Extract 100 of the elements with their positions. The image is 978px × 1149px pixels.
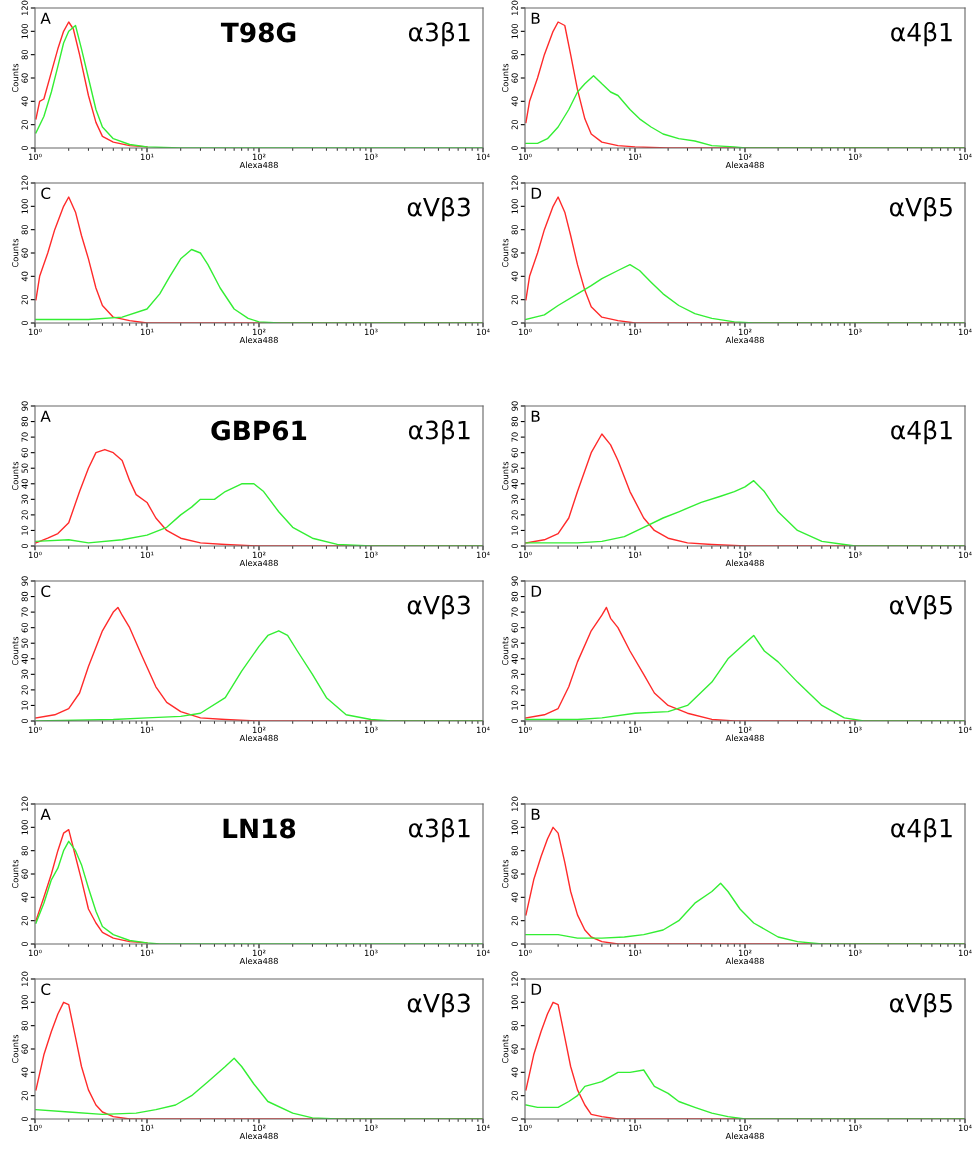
annotation: D bbox=[531, 983, 542, 995]
y-tick-label: 0 bbox=[511, 1116, 518, 1122]
y-tick-label: 10 bbox=[511, 525, 518, 535]
x-tick-label: 10² bbox=[252, 1124, 266, 1132]
y-axis-title: Counts bbox=[502, 63, 509, 93]
y-tick-label: 100 bbox=[21, 819, 28, 835]
y-tick-label: 70 bbox=[511, 432, 518, 442]
y-tick-label: 80 bbox=[511, 416, 518, 427]
x-tick-label: 10⁰ bbox=[518, 551, 532, 559]
x-tick-label: 10³ bbox=[364, 1124, 378, 1132]
x-axis-title: Alexa488 bbox=[725, 957, 764, 965]
y-tick-label: 60 bbox=[511, 622, 518, 633]
annotation: A bbox=[40, 808, 51, 820]
y-tick-label: 20 bbox=[21, 294, 28, 305]
y-tick-label: 70 bbox=[21, 432, 28, 442]
annotation: C bbox=[41, 983, 51, 996]
y-tick-label: 80 bbox=[21, 845, 28, 856]
x-tick-label: 10³ bbox=[848, 551, 862, 559]
x-tick-label: 10⁰ bbox=[518, 153, 532, 161]
y-tick-label: 90 bbox=[511, 576, 518, 586]
x-axis-title: Alexa488 bbox=[239, 336, 278, 344]
annotation: B bbox=[531, 12, 540, 24]
x-tick-label: 10² bbox=[738, 328, 752, 336]
y-tick-label: 40 bbox=[511, 96, 518, 107]
x-axis-title: Alexa488 bbox=[725, 336, 764, 344]
x-tick-label: 10⁰ bbox=[28, 551, 42, 559]
y-tick-label: 0 bbox=[21, 145, 28, 151]
y-tick-label: 10 bbox=[21, 700, 28, 710]
x-tick-label: 10² bbox=[252, 949, 266, 957]
y-tick-label: 60 bbox=[21, 869, 28, 879]
y-axis-title: Counts bbox=[12, 238, 19, 268]
x-tick-label: 10¹ bbox=[628, 328, 642, 336]
y-tick-label: 30 bbox=[21, 669, 28, 679]
annotation: α3β1 bbox=[408, 22, 470, 47]
y-tick-label: 80 bbox=[511, 224, 518, 235]
x-tick-label: 10⁴ bbox=[958, 153, 972, 161]
annotation: C bbox=[41, 585, 51, 598]
x-tick-label: 10³ bbox=[364, 551, 378, 559]
annotation: D bbox=[531, 187, 542, 199]
y-axis-title: Counts bbox=[12, 63, 19, 93]
x-tick-label: 10² bbox=[738, 1124, 752, 1132]
x-axis-title: Alexa488 bbox=[725, 161, 764, 169]
x-tick-label: 10⁴ bbox=[476, 726, 490, 734]
x-tick-label: 10⁰ bbox=[518, 949, 532, 957]
x-tick-label: 10³ bbox=[848, 726, 862, 734]
x-tick-label: 10² bbox=[738, 949, 752, 957]
x-tick-label: 10⁰ bbox=[518, 328, 532, 336]
y-tick-label: 60 bbox=[511, 1044, 518, 1054]
x-tick-label: 10¹ bbox=[628, 949, 642, 957]
y-tick-label: 20 bbox=[511, 1090, 518, 1101]
x-tick-label: 10⁴ bbox=[476, 551, 490, 559]
y-axis-title: Counts bbox=[502, 859, 509, 889]
y-tick-label: 0 bbox=[21, 718, 28, 724]
y-tick-label: 80 bbox=[21, 1020, 28, 1031]
y-tick-label: 20 bbox=[21, 685, 28, 695]
x-tick-label: 10⁰ bbox=[28, 328, 42, 336]
y-tick-label: 120 bbox=[511, 0, 518, 16]
y-tick-label: 0 bbox=[511, 718, 518, 724]
y-tick-label: 40 bbox=[21, 1067, 28, 1078]
y-tick-label: 100 bbox=[511, 819, 518, 835]
y-tick-label: 50 bbox=[511, 638, 518, 648]
y-tick-label: 100 bbox=[21, 23, 28, 39]
y-tick-label: 40 bbox=[21, 271, 28, 282]
x-tick-label: 10² bbox=[738, 153, 752, 161]
x-tick-label: 10² bbox=[738, 551, 752, 559]
y-tick-label: 50 bbox=[21, 463, 28, 473]
x-axis-title: Alexa488 bbox=[725, 734, 764, 742]
y-axis-title: Counts bbox=[12, 636, 19, 666]
y-tick-label: 20 bbox=[21, 1090, 28, 1101]
chart-title: GBP61 bbox=[211, 420, 307, 441]
annotation: α3β1 bbox=[408, 420, 470, 445]
y-tick-label: 40 bbox=[511, 892, 518, 903]
x-tick-label: 10¹ bbox=[140, 551, 154, 559]
y-tick-label: 60 bbox=[511, 447, 518, 458]
y-tick-label: 0 bbox=[21, 543, 28, 549]
annotation: D bbox=[531, 585, 542, 597]
y-tick-label: 100 bbox=[511, 23, 518, 39]
y-tick-label: 10 bbox=[511, 700, 518, 710]
y-tick-label: 20 bbox=[511, 685, 518, 695]
x-tick-label: 10⁴ bbox=[958, 949, 972, 957]
y-tick-label: 120 bbox=[511, 175, 518, 191]
x-axis-title: Alexa488 bbox=[239, 559, 278, 567]
y-tick-label: 60 bbox=[21, 248, 28, 258]
x-tick-label: 10¹ bbox=[140, 1124, 154, 1132]
chart-title: T98G bbox=[220, 22, 296, 43]
y-axis-title: Counts bbox=[12, 1034, 19, 1064]
y-tick-label: 60 bbox=[511, 73, 518, 83]
y-tick-label: 30 bbox=[511, 669, 518, 679]
annotation: α3β1 bbox=[408, 818, 470, 843]
x-tick-label: 10¹ bbox=[140, 328, 154, 336]
y-tick-label: 20 bbox=[511, 119, 518, 130]
y-tick-label: 0 bbox=[21, 941, 28, 947]
chart-title: LN18 bbox=[223, 818, 296, 839]
y-tick-label: 20 bbox=[511, 915, 518, 926]
x-tick-label: 10³ bbox=[364, 153, 378, 161]
y-tick-label: 120 bbox=[511, 796, 518, 812]
x-tick-label: 10⁴ bbox=[476, 1124, 490, 1132]
y-tick-label: 40 bbox=[511, 479, 518, 489]
x-tick-label: 10⁴ bbox=[476, 949, 490, 957]
y-tick-label: 40 bbox=[21, 96, 28, 107]
